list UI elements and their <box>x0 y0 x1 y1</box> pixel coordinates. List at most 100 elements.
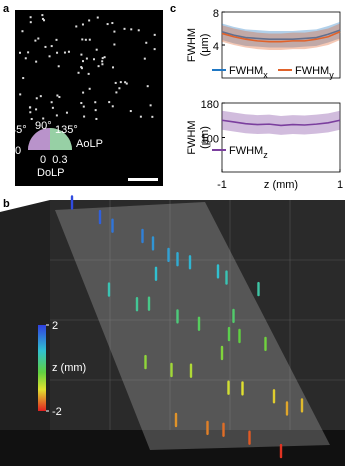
y-tick-label: 8 <box>213 8 219 20</box>
dot <box>35 97 38 100</box>
dot <box>115 91 118 94</box>
legend-name: FWHM <box>229 65 263 77</box>
dot <box>51 106 54 109</box>
dot <box>29 21 32 24</box>
dot <box>129 110 132 113</box>
dot <box>108 101 111 104</box>
dot <box>43 19 46 22</box>
dot <box>67 50 70 53</box>
legend-label: FWHMx <box>229 65 268 80</box>
legend-name: FWHM <box>229 145 263 157</box>
angle-label: 90° <box>35 120 52 132</box>
dot <box>29 16 32 19</box>
dot <box>149 104 152 107</box>
dot <box>88 87 91 90</box>
colorbar-tick-label: -2 <box>52 406 62 418</box>
dot <box>55 114 58 117</box>
floor <box>0 430 345 466</box>
dot <box>30 118 33 121</box>
dot <box>22 77 25 80</box>
dot <box>101 60 104 63</box>
angle-label: 135° <box>55 124 78 136</box>
colorbar <box>38 325 46 411</box>
dot <box>143 57 146 60</box>
series-line <box>221 29 341 41</box>
x-axis-label: z (mm) <box>264 179 298 191</box>
dot <box>101 63 104 66</box>
error-band <box>222 23 340 50</box>
dot <box>56 94 59 97</box>
dot <box>88 19 91 22</box>
angle-label: 45° <box>10 124 27 136</box>
dot <box>56 51 59 54</box>
y-axis-label: FWHM <box>186 120 198 154</box>
dot <box>44 45 47 48</box>
dot <box>39 95 42 98</box>
dot <box>57 65 60 68</box>
color-wheel <box>28 128 50 150</box>
dot <box>88 38 91 41</box>
dot <box>123 27 126 30</box>
dot <box>19 93 22 96</box>
dot <box>106 23 109 26</box>
dot <box>81 38 84 41</box>
dot <box>124 81 127 84</box>
dot <box>97 65 100 68</box>
dot <box>82 91 85 94</box>
dot <box>50 101 53 104</box>
dot <box>50 45 53 48</box>
x-tick-label: -1 <box>217 179 227 191</box>
dot <box>84 38 87 41</box>
dot <box>87 72 90 75</box>
dot <box>111 105 114 108</box>
dot <box>55 38 58 41</box>
back-wall <box>50 200 345 430</box>
color-wheel <box>50 128 72 150</box>
dot <box>41 14 44 17</box>
dot <box>29 111 32 114</box>
dot <box>82 60 85 63</box>
dot <box>92 58 95 61</box>
dot <box>34 39 37 42</box>
colorbar-ticks: -2 2 <box>46 320 62 418</box>
legend-name: FWHM <box>295 65 329 77</box>
y-axis-label: (μm) <box>199 126 211 149</box>
dot <box>114 81 117 84</box>
dot <box>83 115 86 118</box>
grid <box>50 200 345 430</box>
dot <box>94 109 97 112</box>
legend-subscript: x <box>263 70 268 80</box>
dolp-ticks: 0 0.3 <box>40 154 68 166</box>
dot <box>63 51 66 54</box>
dot <box>96 16 99 19</box>
panel-label: a <box>3 3 10 15</box>
dot <box>151 115 154 118</box>
dot <box>113 43 116 46</box>
dot <box>65 111 68 114</box>
dot <box>41 17 44 20</box>
dot <box>42 117 45 120</box>
dolp-label: DoLP <box>37 167 65 179</box>
dot <box>37 37 40 40</box>
dot <box>137 29 140 32</box>
scale-bar <box>128 178 158 181</box>
dot <box>146 85 149 88</box>
legend-subscript: y <box>329 70 334 80</box>
dot <box>28 106 31 109</box>
plot-frame <box>221 102 341 173</box>
dot <box>111 22 114 25</box>
dot <box>80 102 83 105</box>
dot <box>35 60 38 63</box>
x-tick-label: 1 <box>337 179 343 191</box>
dot <box>24 57 27 60</box>
dot <box>81 23 84 26</box>
dot <box>80 53 83 56</box>
dot <box>75 25 78 28</box>
dot <box>94 101 97 104</box>
colorbar-label: z (mm) <box>52 362 86 374</box>
y-tick-label: 100 <box>201 134 219 146</box>
legend-label: FWHMz <box>229 145 268 160</box>
